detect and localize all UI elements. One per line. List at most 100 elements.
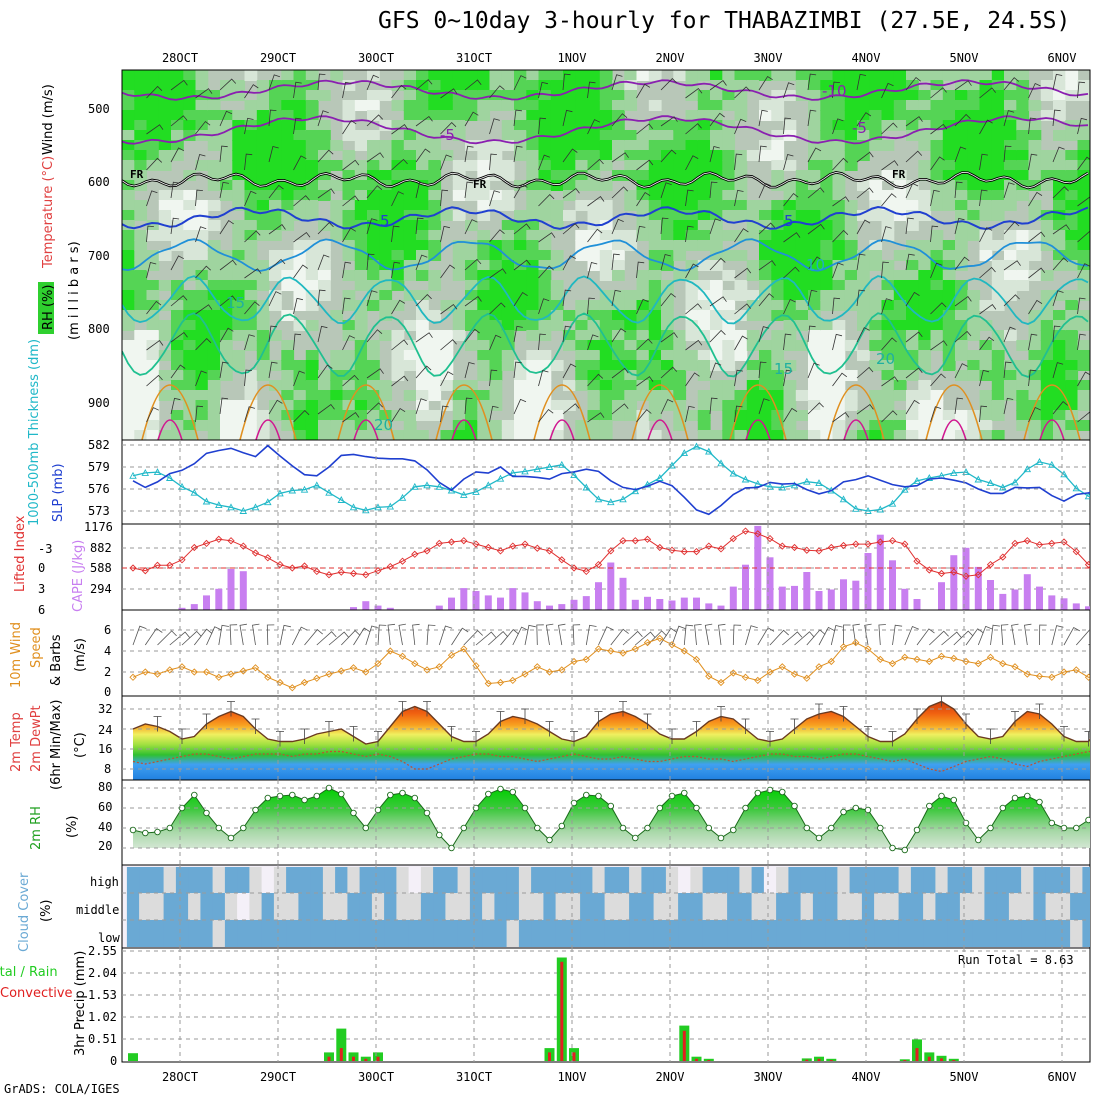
wind-barb [660,292,676,307]
rh-cell [220,320,233,331]
wind-barb [538,298,550,315]
rh-cell [158,370,172,381]
precip-conv-bar [927,1056,931,1061]
rh-cell [710,190,723,201]
rh-cell [746,210,760,221]
rh-cell [869,180,883,191]
rh-cell [538,70,552,81]
rh-cell [269,90,282,101]
rh-cell [599,80,613,91]
rh-cell [220,180,233,191]
rh-cell [991,200,1005,211]
rh-cell [1089,250,1090,261]
rh-cell [158,100,172,111]
rh-cell [403,160,417,171]
wind-barb [611,186,628,199]
rh-cell [795,90,809,101]
rh-cell [771,300,785,311]
cloud-cell [972,893,985,920]
thickness-tick: 573 [88,504,110,518]
rh-cell [1053,390,1066,401]
rh-marker [264,794,272,802]
cloud-cell [592,867,606,893]
time-label-bottom: 29OCT [260,1070,296,1084]
rh-cell [955,210,968,221]
rh-cell [293,140,307,151]
rh-cell [526,80,540,91]
wind-barb-10m [279,624,291,646]
rh-cell [1089,240,1090,251]
cloud-cell [273,920,287,947]
precip-conv-bar [952,1060,956,1061]
wind-barb-10m [229,624,238,646]
rh-cell [440,100,454,111]
rh-cell [918,130,932,141]
cloud-cell [445,893,459,920]
cloud-cell [763,920,777,947]
thickness-marker [778,483,787,491]
cape-bar [840,579,847,610]
rh-cell [354,210,368,221]
cloud-cell [433,867,446,893]
rh-cell [158,350,172,361]
rh-cell [501,360,515,371]
rh-cell [195,80,209,91]
cape-bar [1036,586,1043,610]
minmax-bar [839,706,848,722]
rh-cell [991,300,1005,311]
cloud-cell [886,893,900,920]
rh-cell [955,410,968,421]
wind-barb-10m [206,626,222,646]
rh-cell [489,360,503,371]
rh-cell [563,380,576,391]
rh-cell [1040,220,1054,231]
rh-cell [293,160,307,171]
li-marker [876,538,884,546]
precip-conv-bar [352,1056,355,1061]
rh-cell [318,290,331,301]
rh-cell [955,170,968,181]
rh-marker [681,789,688,797]
rh-cell [808,340,821,351]
rh-cell [906,350,919,361]
rh-cell [697,320,711,331]
precip-conv-bar [695,1058,698,1061]
wind-barb-10m [622,630,643,646]
rh-cell [256,210,270,221]
rh-cell [146,70,160,81]
rh-cell [661,140,674,151]
wind-barb-10m [1024,623,1032,646]
rh-cell [893,390,907,401]
li-marker [766,534,774,543]
rh-cell [1065,350,1079,361]
wind-barb [685,372,700,387]
rh-cell [232,330,246,341]
rh-cell [722,210,736,221]
rh-cell [195,110,209,121]
rh-cell [1004,170,1017,181]
rh-cell [795,190,809,201]
precip-conv-bar [682,1030,686,1061]
wind-barb [905,217,914,235]
rh-cell [146,360,160,371]
rh-marker [864,806,872,814]
rh-cell [477,250,491,261]
rh-cell [906,70,919,81]
lifted-index-markers [129,527,1090,580]
li-marker [460,537,468,545]
wind-barb [832,297,841,315]
rh-cell [354,220,368,231]
rh-cell [648,120,662,131]
rh-cell [207,120,221,131]
temp-label: 2m Temp [9,712,24,772]
cloud-cell [727,893,740,920]
wind-barb [219,295,237,307]
rh-cell [244,170,258,181]
wind-barb-10m [806,629,826,646]
rh-cell [648,130,662,141]
rh-cell [587,430,601,440]
rh-cell [477,240,491,251]
rh-cell [183,260,197,271]
rh-cell [183,220,197,231]
rh-cell [477,190,491,201]
